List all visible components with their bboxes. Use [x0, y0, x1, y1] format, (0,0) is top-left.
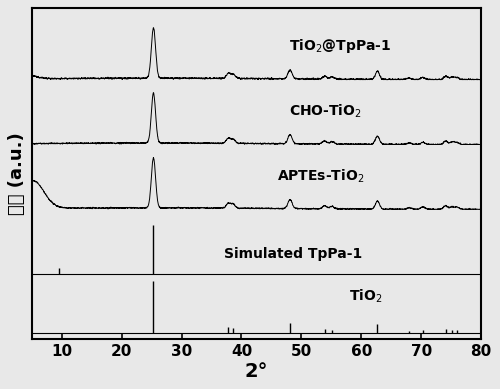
- Text: TiO$_2$@TpPa-1: TiO$_2$@TpPa-1: [290, 37, 392, 56]
- Text: APTEs-TiO$_2$: APTEs-TiO$_2$: [278, 167, 364, 184]
- Text: CHO-TiO$_2$: CHO-TiO$_2$: [290, 102, 362, 120]
- X-axis label: 2°: 2°: [244, 362, 268, 381]
- Text: Simulated TpPa-1: Simulated TpPa-1: [224, 247, 362, 261]
- Y-axis label: 强度 (a.u.): 强度 (a.u.): [8, 132, 26, 215]
- Text: TiO$_2$: TiO$_2$: [350, 287, 382, 305]
